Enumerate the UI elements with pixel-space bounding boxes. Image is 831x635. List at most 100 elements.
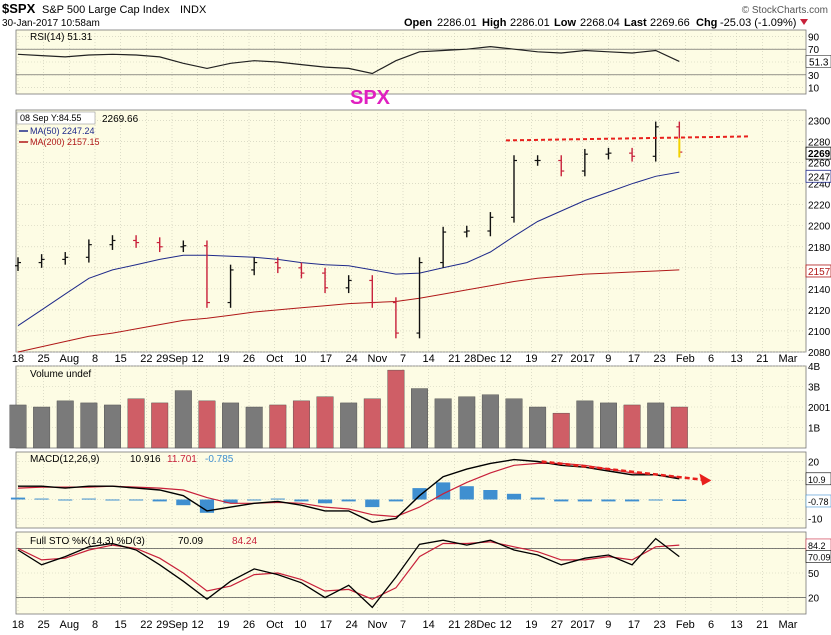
x-tick-label-bottom: 9 [605,619,611,631]
resistance-annotation-line [505,135,750,142]
volume-bar [222,402,240,449]
x-tick-label-price: 21 [448,353,460,365]
macd-histogram-bar [317,499,333,504]
volume-legend: Volume undef [30,369,91,380]
macd-histogram-bar [294,499,309,502]
x-tick-label-bottom: 22 [140,619,152,631]
x-tick-label-price: 6 [708,353,714,365]
hover-label: 08 Sep Y:84.55 [20,113,81,123]
x-tick-label-price: 19 [217,353,229,365]
volume-bar [670,406,688,449]
macd-flag-box [805,494,831,508]
macd-legend-hist: -0.785 [205,454,234,465]
x-tick-label-bottom: 10 [294,619,306,631]
volume-bar [245,406,263,449]
x-tick-label-bottom: 7 [400,619,406,631]
x-tick-label-price: Nov [368,353,388,365]
x-tick-label-bottom: Aug [60,619,80,631]
x-tick-label-price: Mar [779,353,798,365]
macd-flag: -0.78 [808,497,829,507]
price-flag: 2157 [808,267,831,278]
chart-datetime: 30-Jan-2017 10:58am [2,18,100,29]
x-tick-label-price: 9 [605,353,611,365]
y-tick-label: 70 [808,45,820,56]
volume-bar [387,369,405,449]
price-flag: 2247 [808,172,831,183]
x-tick-label-price: 28Dec [464,353,496,365]
x-tick-label-bottom: 28Dec [464,619,496,631]
volume-bar [316,396,334,449]
macd-histogram-bar [577,499,592,502]
macd-histogram-bar [554,499,569,502]
x-tick-label-price: 10 [294,353,306,365]
spx-annotation: SPX [350,87,391,109]
x-tick-label-price: 25 [38,353,50,365]
macd-legend-name: MACD(12,26,9) [30,454,99,465]
volume-bar [340,402,358,449]
y-tick-label: 2120 [808,306,831,317]
x-tick-label-bottom: 19 [217,619,229,631]
price-flag-box [805,146,831,160]
x-tick-label-price: 7 [400,353,406,365]
macd-histogram-bar [176,499,191,506]
x-tick-label-bottom: 15 [115,619,127,631]
volume-bar [552,412,570,449]
y-tick-label: 1B [808,424,821,435]
x-tick-label-bottom: 18 [12,619,24,631]
price-last-legend: 2269.66 [102,114,139,125]
y-tick-label: 90 [808,32,820,43]
x-tick-label-price: 17 [320,353,332,365]
symbol: $SPX [2,1,36,16]
volume-bar [647,402,665,449]
macd-legend-value: 10.916 [130,454,161,465]
open-label: Open [404,17,432,29]
high-value: 2286.01 [510,17,550,29]
volume-bar [56,400,74,449]
price-flag-box [805,169,831,183]
security-name: S&P 500 Large Cap Index [42,4,170,16]
x-tick-label-bottom: 6 [708,619,714,631]
x-tick-label-bottom: 26 [243,619,255,631]
ma50-line [17,171,680,327]
macd-histogram-bar [247,499,262,501]
price-flag-box [805,264,831,278]
panel-macd-background [15,451,807,529]
chg-label: Chg [696,17,717,29]
x-tick-label-price: 22 [140,353,152,365]
macd-histogram-bar [530,497,545,500]
panel-rsi-background [15,29,807,95]
macd-histogram-bar [105,499,120,501]
volume-bar [33,406,51,449]
x-tick-label-bottom: 24 [346,619,358,631]
macd-line [18,458,680,524]
macd-trend-arrow-line [541,460,710,482]
watermark: © StockCharts.com [742,5,828,16]
down-arrow-icon [800,19,808,25]
y-tick-label: 2140 [808,285,831,296]
rsi-value-flag-box [805,55,831,68]
volume-bar [363,398,381,449]
y-tick-label: 2100 [808,327,831,338]
y-tick-label: 2080 [808,348,831,359]
volume-bar [481,394,499,449]
x-tick-label-price: 21 [756,353,768,365]
sto-legend-name: Full STO %K(14,3) %D(3) [30,536,145,547]
panel-price-background [15,109,807,353]
high-label: High [482,17,507,29]
x-tick-label-bottom: 21 [756,619,768,631]
x-tick-label-price: 13 [731,353,743,365]
y-tick-label: 10 [808,84,820,95]
volume-bar [80,402,98,449]
macd-histogram-bar [58,499,73,501]
open-value: 2286.01 [437,17,477,29]
ma200-legend: MA(200) 2157.15 [30,137,100,147]
volume-bar [127,398,145,449]
volume-bar [269,404,287,449]
volume-bar [623,404,641,449]
macd-histogram-bar [223,499,238,504]
volume-bar [9,404,27,449]
volume-bar [576,400,594,449]
ma50-legend: MA(50) 2247.24 [30,126,95,136]
macd-histogram-bar [601,499,616,502]
macd-histogram-bar [506,493,522,500]
